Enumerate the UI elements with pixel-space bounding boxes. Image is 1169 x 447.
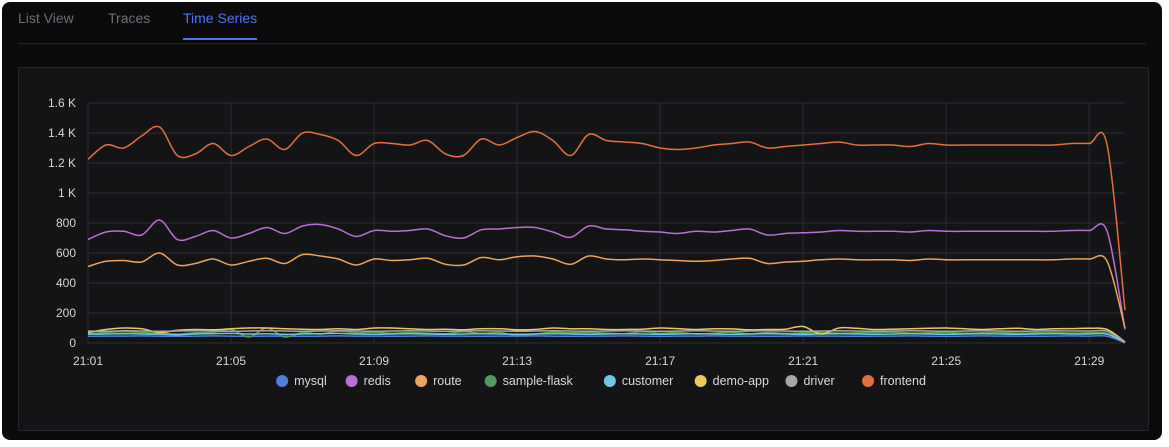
legend-label: demo-app bbox=[713, 374, 769, 388]
series-line-demo-app bbox=[87, 325, 1126, 343]
y-axis: 0 200 400 600 800 1 K 1.2 K 1.4 K 1.6 K bbox=[48, 96, 76, 350]
x-tick-label: 21:29 bbox=[1074, 354, 1104, 368]
tab-list-view[interactable]: List View bbox=[18, 10, 74, 26]
y-tick-label: 200 bbox=[56, 306, 76, 320]
legend-item-customer[interactable]: customer bbox=[603, 374, 673, 388]
legend-label: driver bbox=[803, 374, 834, 388]
x-tick-label: 21:05 bbox=[216, 354, 246, 368]
x-axis: 21:01 21:05 21:09 21:13 21:17 21:21 21:25 21:29 bbox=[73, 354, 1105, 368]
y-tick-label: 1 K bbox=[58, 186, 76, 200]
grid-lines bbox=[87, 102, 1125, 344]
legend-swatch bbox=[862, 375, 875, 387]
legend-swatch bbox=[415, 375, 428, 387]
y-tick-label: 0 bbox=[69, 336, 76, 350]
legend-item-demo-app[interactable]: demo-app bbox=[694, 374, 769, 388]
y-tick-label: 1.2 K bbox=[48, 156, 76, 170]
legend-swatch bbox=[785, 375, 798, 387]
y-tick-label: 1.6 K bbox=[48, 96, 76, 110]
legend-item-sample-flask[interactable]: sample-flask bbox=[484, 374, 574, 388]
series-line-redis bbox=[87, 219, 1126, 330]
chart-panel: 0 200 400 600 800 1 K 1.2 K 1.4 K 1.6 K 21:01 21:… bbox=[18, 67, 1149, 431]
x-tick-label: 21:01 bbox=[73, 354, 103, 368]
y-tick-label: 800 bbox=[56, 216, 76, 230]
series-line-customer bbox=[87, 332, 1126, 344]
y-tick-label: 600 bbox=[56, 246, 76, 260]
legend-swatch bbox=[345, 375, 358, 387]
x-tick-label: 21:21 bbox=[788, 354, 818, 368]
legend-swatch bbox=[484, 375, 497, 387]
legend-swatch bbox=[694, 375, 707, 387]
series-line-mysql bbox=[87, 334, 1126, 344]
legend-label: redis bbox=[364, 374, 391, 388]
legend[interactable]: mysql redis route sample-flask customer demo-… bbox=[276, 374, 926, 388]
x-tick-label: 21:09 bbox=[359, 354, 389, 368]
series-line-route bbox=[87, 252, 1126, 329]
app-window: List View Traces Time Series 0 200 400 600 8… bbox=[2, 2, 1162, 440]
series-line-sample-flask bbox=[87, 327, 1126, 343]
y-tick-label: 1.4 K bbox=[48, 126, 76, 140]
series-lines bbox=[87, 125, 1126, 344]
legend-label: customer bbox=[622, 374, 673, 388]
x-tick-label: 21:13 bbox=[502, 354, 532, 368]
legend-swatch bbox=[603, 375, 616, 387]
tab-time-series[interactable]: Time Series bbox=[183, 10, 258, 40]
legend-item-driver[interactable]: driver bbox=[785, 374, 835, 388]
y-tick-label: 400 bbox=[56, 276, 76, 290]
tab-traces[interactable]: Traces bbox=[108, 10, 151, 26]
legend-label: frontend bbox=[880, 374, 926, 388]
legend-item-route[interactable]: route bbox=[415, 374, 462, 388]
legend-label: sample-flask bbox=[503, 374, 574, 388]
legend-item-mysql[interactable]: mysql bbox=[276, 374, 327, 388]
legend-label: mysql bbox=[294, 374, 327, 388]
legend-item-frontend[interactable]: frontend bbox=[862, 374, 926, 388]
legend-swatch bbox=[276, 375, 289, 387]
legend-label: route bbox=[433, 374, 462, 388]
x-tick-label: 21:17 bbox=[645, 354, 675, 368]
legend-item-redis[interactable]: redis bbox=[345, 374, 391, 388]
tab-bar: List View Traces Time Series bbox=[18, 2, 1146, 44]
x-tick-label: 21:25 bbox=[931, 354, 961, 368]
series-line-frontend bbox=[87, 125, 1126, 311]
series-line-driver bbox=[87, 329, 1126, 343]
